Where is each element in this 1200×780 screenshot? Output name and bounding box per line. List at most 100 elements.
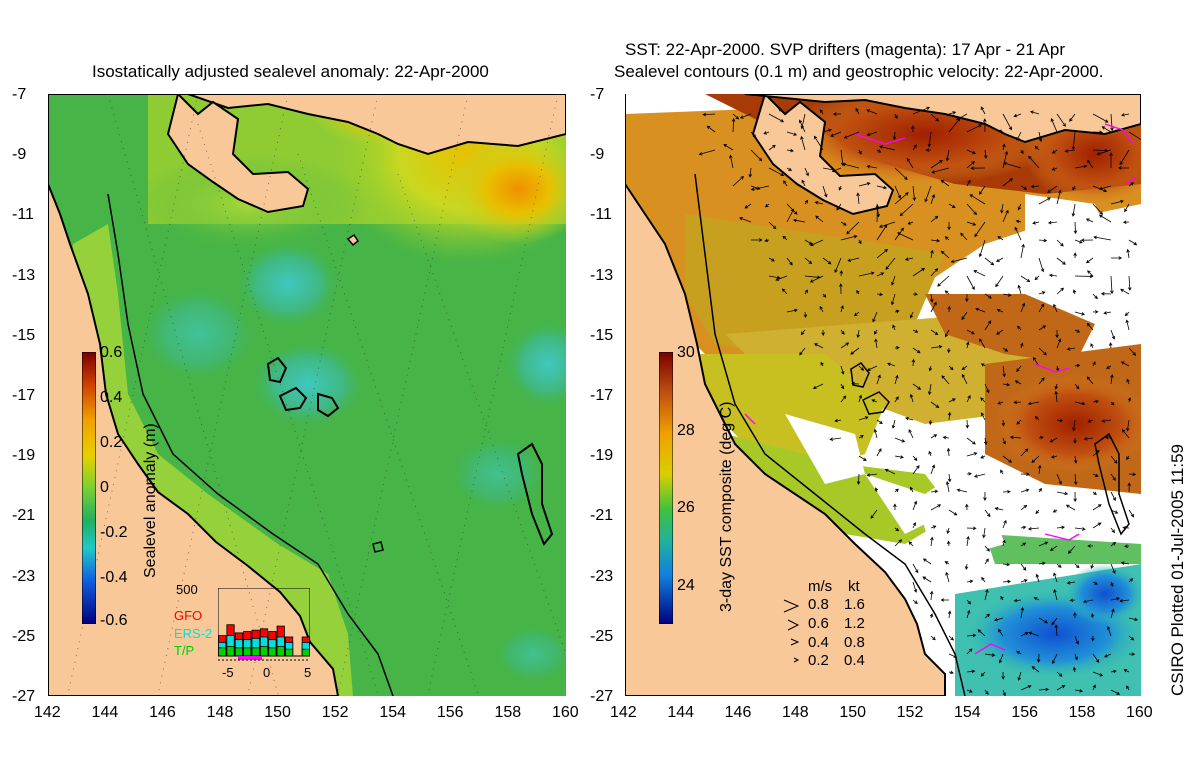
velocity-arrow <box>1067 545 1076 554</box>
velocity-arrow <box>1125 419 1130 432</box>
velocity-arrow <box>1020 448 1029 457</box>
velocity-arrow <box>840 365 845 375</box>
velocity-arrow <box>930 249 934 259</box>
velocity-arrow <box>1119 149 1130 166</box>
velocity-arrow <box>855 107 860 115</box>
velocity-arrow <box>1117 166 1130 170</box>
velocity-arrow <box>912 455 918 462</box>
velocity-arrow <box>1103 311 1112 315</box>
velocity-arrow <box>961 365 968 371</box>
lat-tick-label: -27 <box>12 688 36 705</box>
velocity-arrow <box>1106 626 1112 637</box>
velocity-arrow <box>944 290 950 295</box>
velocity-arrow <box>1003 161 1022 169</box>
velocity-arrow <box>1054 390 1058 403</box>
lat-tick-label: -19 <box>12 447 36 465</box>
velocity-arrow <box>965 419 970 429</box>
velocity-arrow <box>768 167 785 177</box>
velocity-arrow <box>1038 257 1045 273</box>
velocity-arrow <box>768 275 781 280</box>
velocity-arrow <box>1104 653 1112 658</box>
velocity-arrow <box>870 509 878 519</box>
velocity-arrow <box>750 185 770 191</box>
velocity-arrow <box>928 419 933 426</box>
velocity-arrow <box>1110 597 1120 601</box>
velocity-arrow <box>801 179 806 187</box>
velocity-arrow <box>858 416 869 421</box>
velocity-arrow <box>945 571 950 583</box>
velocity-arrow <box>876 374 881 385</box>
lon-tick-label: 154 <box>954 704 981 721</box>
velocity-arrow <box>866 131 878 137</box>
velocity-arrow <box>1073 491 1077 503</box>
velocity-arrow <box>1002 113 1012 131</box>
velocity-arrow <box>1110 199 1124 205</box>
velocity-arrow <box>1128 509 1135 518</box>
velocity-arrow <box>1001 671 1005 680</box>
velocity-arrow <box>940 598 950 602</box>
velocity-arrow <box>842 162 860 169</box>
inset-bar <box>301 648 310 657</box>
velocity-arrow <box>974 473 986 478</box>
velocity-arrow <box>994 617 1004 622</box>
velocity-arrow <box>1031 666 1040 673</box>
velocity-arrow <box>912 185 917 202</box>
velocity-arrow <box>947 473 952 483</box>
velocity-arrow <box>876 272 885 277</box>
velocity-arrow <box>1056 491 1069 496</box>
velocity-arrow <box>1124 544 1130 548</box>
inset-date-marker <box>238 656 262 660</box>
velocity-arrow <box>874 338 878 349</box>
velocity-arrow <box>966 609 971 619</box>
velocity-arrow <box>1110 401 1115 406</box>
velocity-arrow <box>1056 563 1062 568</box>
velocity-arrow <box>698 149 716 156</box>
velocity-arrow <box>912 292 918 296</box>
velocity-arrow <box>984 545 990 552</box>
velocity-arrow <box>1100 291 1112 296</box>
velocity-legend-ms: 0.8 <box>808 596 829 613</box>
velocity-arrow <box>984 558 989 565</box>
velocity-arrow <box>786 131 798 136</box>
velocity-arrow <box>768 221 777 230</box>
velocity-arrow <box>1020 302 1026 313</box>
lat-tick-label: -25 <box>590 627 614 645</box>
velocity-arrow <box>1054 383 1059 390</box>
velocity-arrow <box>912 106 931 115</box>
velocity-arrow <box>930 193 936 205</box>
velocity-arrow <box>981 412 986 421</box>
velocity-arrow <box>979 338 986 349</box>
velocity-arrow <box>899 203 914 217</box>
velocity-arrow <box>840 234 858 241</box>
inset-xtick: -5 <box>222 665 234 680</box>
velocity-arrow <box>1126 378 1130 385</box>
plot-credit: CSIRO Plotted 01-Jul-2005 11:59 <box>1168 444 1187 696</box>
velocity-arrow <box>840 395 847 403</box>
velocity-arrow <box>1056 287 1065 295</box>
velocity-arrow <box>858 182 871 187</box>
inset-bar <box>259 646 269 657</box>
velocity-arrow <box>786 308 798 313</box>
velocity-arrow <box>1017 325 1022 331</box>
velocity-arrow <box>768 144 776 151</box>
velocity-arrow <box>912 383 922 390</box>
velocity-arrow <box>947 411 952 421</box>
lon-tick-label: 154 <box>379 704 407 721</box>
velocity-arrow <box>1072 289 1077 295</box>
velocity-arrow <box>892 324 896 331</box>
velocity-arrow <box>1125 319 1130 331</box>
velocity-arrow <box>804 199 809 205</box>
altimeter-inset: 500 GFO ERS-2 T/P -5 0 5 <box>172 582 312 682</box>
velocity-arrow <box>966 124 983 133</box>
velocity-arrow <box>872 311 878 323</box>
right-map-title-line1: SST: 22-Apr-2000. SVP drifters (magenta)… <box>625 40 1066 59</box>
velocity-arrow <box>1127 482 1131 493</box>
sla-colorbar-tick: -0.6 <box>100 612 128 629</box>
velocity-arrow <box>983 491 987 501</box>
velocity-arrow <box>924 185 932 203</box>
velocity-arrow <box>1038 617 1049 624</box>
velocity-arrow <box>1073 473 1078 486</box>
velocity-arrow <box>966 149 977 155</box>
lon-tick-label: 152 <box>321 704 349 721</box>
velocity-arrow <box>984 588 989 601</box>
